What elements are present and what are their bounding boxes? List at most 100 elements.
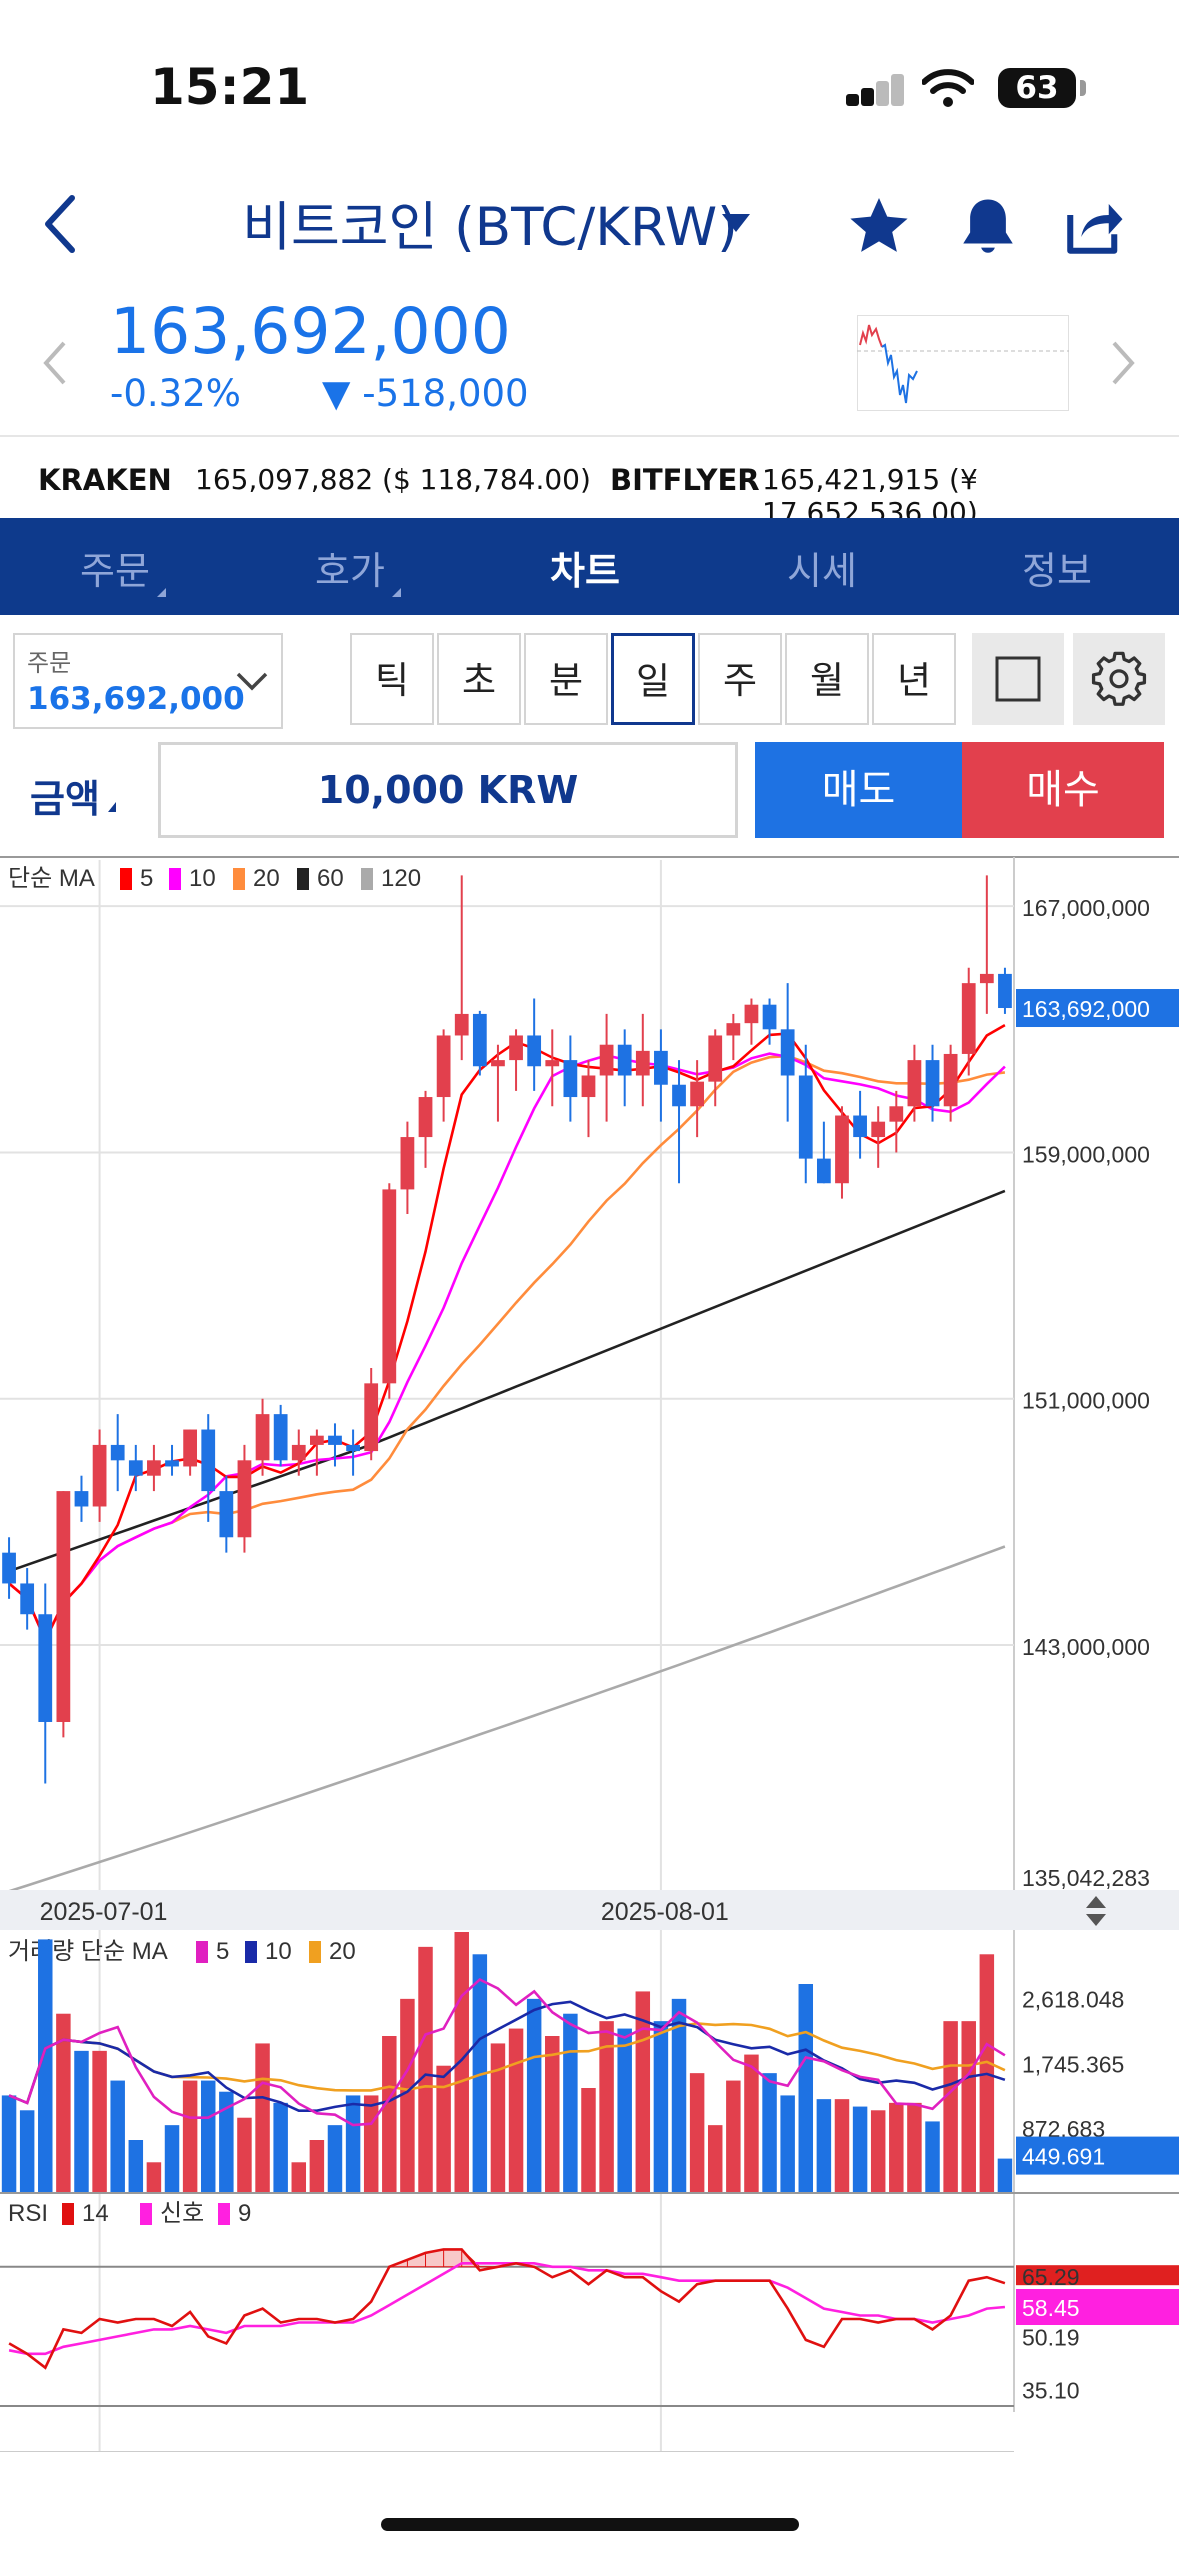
- candle: [436, 1035, 451, 1098]
- candle: [527, 1035, 542, 1067]
- y-tick-label: 135,042,283: [1022, 1865, 1150, 1891]
- sell-button[interactable]: 매도: [755, 742, 962, 838]
- candle: [979, 973, 994, 984]
- tab-order[interactable]: 주문: [80, 540, 166, 597]
- volume-bar: [345, 2095, 361, 2192]
- share-icon[interactable]: [1062, 193, 1128, 259]
- dropdown-caret-icon[interactable]: [720, 212, 752, 234]
- candle: [563, 1060, 578, 1098]
- price-chart[interactable]: 167,000,000 159,000,000 151,000,000 143,000…: [0, 852, 1179, 2452]
- volume-bar: [907, 2102, 922, 2192]
- amount-label: 금액: [30, 777, 100, 821]
- x-tick-label: 2025-07-01: [40, 1898, 168, 1926]
- mini-chart: [857, 315, 1069, 411]
- candle: [545, 1060, 560, 1067]
- candle: [798, 1075, 813, 1159]
- legend-swatch: [196, 1941, 208, 1963]
- volume-bar: [852, 2106, 868, 2192]
- chevron-right-icon[interactable]: [1110, 340, 1136, 386]
- legend-swatch: [62, 2203, 74, 2225]
- tab-orderbook[interactable]: 호가: [315, 540, 401, 597]
- exchange-name: KRAKEN: [38, 463, 172, 497]
- legend-label: 20: [253, 865, 280, 892]
- candle: [219, 1491, 234, 1538]
- volume-bar: [219, 2091, 234, 2192]
- settings-button[interactable]: [1073, 633, 1165, 725]
- sort-arrow-up: [1086, 1896, 1106, 1908]
- chevron-left-icon[interactable]: [42, 340, 68, 386]
- rsi-signal-line: [8, 2262, 1006, 2356]
- volume-bar: [870, 2110, 886, 2192]
- sort-arrow-down: [1086, 1914, 1106, 1926]
- y-tick-label: 151,000,000: [1022, 1388, 1150, 1414]
- back-icon[interactable]: [40, 192, 80, 256]
- candle: [889, 1106, 904, 1122]
- candle: [998, 973, 1012, 1009]
- order-price-select[interactable]: 주문 163,692,000: [13, 633, 283, 729]
- period-month[interactable]: 월: [785, 633, 869, 725]
- volume-bar: [128, 2140, 144, 2192]
- rsi-legend-title: RSI: [8, 2200, 48, 2227]
- rsi-signal-label: 58.45: [1022, 2295, 1080, 2321]
- volume-bar: [92, 2050, 107, 2192]
- y-tick-label: 143,000,000: [1022, 1634, 1150, 1660]
- period-week[interactable]: 주: [698, 633, 782, 725]
- amount-type-select[interactable]: 금액: [30, 768, 116, 823]
- y-tick-label: 167,000,000: [1022, 895, 1150, 921]
- volume-bar: [581, 2088, 596, 2192]
- period-second[interactable]: 초: [437, 633, 521, 725]
- candle: [454, 1013, 469, 1036]
- legend-label: 10: [189, 865, 216, 892]
- candle: [581, 1075, 596, 1098]
- volume-bar: [291, 2162, 307, 2192]
- tab-label: 시세: [787, 549, 857, 593]
- buy-button[interactable]: 매수: [962, 742, 1164, 838]
- volume-bar: [780, 2095, 795, 2192]
- volume-bar: [744, 2054, 759, 2192]
- candle: [780, 1029, 795, 1076]
- legend-swatch: [309, 1941, 321, 1963]
- period-tick[interactable]: 틱: [350, 633, 434, 725]
- exchange-value: 165,421,915 (¥ 17,652,536.00): [762, 463, 978, 529]
- home-indicator[interactable]: [381, 2518, 799, 2531]
- order-price-label: 주문: [27, 649, 72, 677]
- bell-icon[interactable]: [955, 193, 1021, 261]
- candle: [74, 1491, 89, 1507]
- volume-ma-20-line: [8, 2022, 1006, 2105]
- period-year[interactable]: 년: [872, 633, 956, 725]
- volume-bar: [363, 2095, 379, 2192]
- candle: [690, 1081, 705, 1107]
- candle: [92, 1444, 107, 1507]
- volume-bar: [653, 2021, 669, 2192]
- period-minute[interactable]: 분: [524, 633, 608, 725]
- volume-bar: [671, 1998, 687, 2192]
- tab-market[interactable]: 시세: [787, 540, 857, 595]
- legend-label: 신호: [160, 2200, 204, 2227]
- ma-120-line: [8, 1545, 1006, 1893]
- tab-info[interactable]: 정보: [1022, 540, 1092, 595]
- volume-bar: [436, 2065, 451, 2192]
- legend-label: 20: [329, 1938, 356, 1965]
- candle: [509, 1035, 523, 1061]
- exchange-value: 165,097,882 ($ 118,784.00): [195, 463, 591, 496]
- candle: [346, 1444, 360, 1452]
- legend-swatch: [140, 2203, 152, 2225]
- amount-input[interactable]: 10,000 KRW: [158, 742, 738, 838]
- change-percent: -0.32%: [110, 372, 241, 415]
- tab-chart[interactable]: 차트: [550, 540, 620, 595]
- period-day[interactable]: 일: [611, 633, 695, 725]
- volume-bar: [19, 2110, 35, 2192]
- volume-ma-10-line: [8, 2000, 1006, 2112]
- fullscreen-button[interactable]: [972, 633, 1064, 725]
- tab-label: 차트: [550, 549, 620, 593]
- star-icon[interactable]: [845, 193, 913, 259]
- tab-bar: 주문 호가 차트 시세 정보: [0, 518, 1179, 615]
- current-price-tag-label: 163,692,000: [1022, 996, 1150, 1022]
- volume-bar: [798, 1984, 814, 2192]
- legend-swatch: [361, 868, 373, 890]
- volume-bar: [762, 2073, 777, 2192]
- candle: [183, 1429, 198, 1467]
- legend-title: 단순 MA: [8, 865, 95, 892]
- candle: [255, 1414, 270, 1461]
- page-title[interactable]: 비트코인 (BTC/KRW): [242, 197, 738, 258]
